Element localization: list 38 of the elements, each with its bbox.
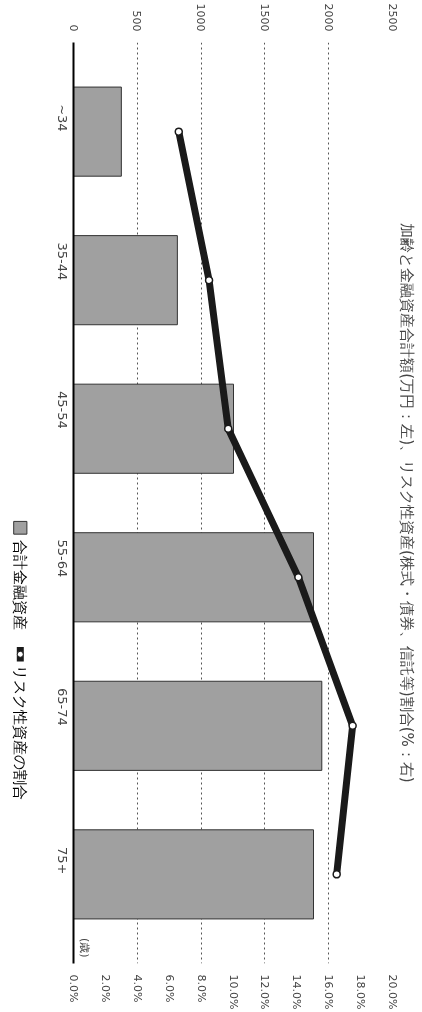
point [294, 573, 303, 582]
bar [73, 680, 323, 771]
x2-tick-label: 0.0% [67, 974, 80, 1003]
legend-label: 合計金融資産 [11, 539, 30, 630]
x2-tick-label: 8.0% [194, 974, 208, 1003]
x-tick-label: 2500 [385, 3, 399, 32]
point [332, 870, 341, 879]
y-axis-title: (歳) [77, 937, 91, 958]
y-tick-label: 65-74 [55, 688, 70, 726]
bar [73, 86, 122, 177]
x-tick-label: 500 [130, 10, 144, 32]
x2-tick-label: 10.0% [226, 974, 240, 1010]
x-tick-label: 1000 [194, 3, 208, 32]
x-tick-label: 0 [66, 24, 80, 32]
bar [73, 829, 315, 920]
y-tick-label: 75+ [55, 846, 70, 875]
x2-tick-label: 14.0% [290, 974, 304, 1010]
x2-tick-label: 2.0% [98, 974, 112, 1003]
text: 加齢と金融資産合計額(万円：左)、リスク性資産(株式・債券、信託等)割合(%：右) [397, 223, 416, 783]
bar [73, 383, 235, 474]
x-tick-label: 2000 [321, 3, 335, 32]
x2-tick-label: 6.0% [162, 974, 176, 1003]
bar [73, 532, 315, 623]
y-tick-label: 55-64 [55, 539, 70, 578]
x2-tick-label: 16.0% [322, 974, 336, 1010]
point [174, 127, 184, 136]
y-tick-label: 45-54 [55, 390, 70, 429]
x2-tick-label: 12.0% [258, 974, 272, 1010]
legend-label: リスク性資産の割合 [11, 665, 30, 801]
y-tick-label: 35-44 [55, 242, 70, 281]
x2-tick-label: 18.0% [354, 974, 368, 1010]
point [223, 424, 233, 433]
point [204, 275, 214, 285]
y-tick-label: ~34 [55, 104, 70, 132]
x2-tick-label: 20.0% [386, 974, 399, 1010]
x2-tick-label: 4.0% [130, 974, 144, 1003]
bar [73, 235, 178, 326]
x-tick-label: 1500 [257, 3, 271, 32]
